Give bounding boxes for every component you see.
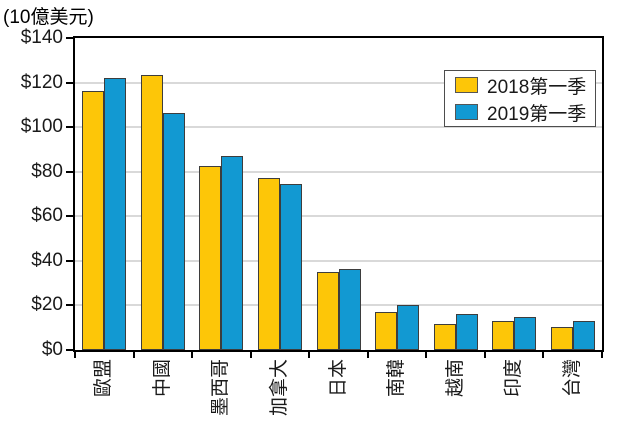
legend-item: 2018第一季 [455,73,595,98]
bar-2018第一季-台灣 [550,327,573,350]
y-axis-tick [66,37,73,39]
y-axis-tick [66,304,73,307]
legend-item: 2019第一季 [455,100,595,125]
x-axis-label: 墨西哥 [210,359,232,417]
unit-label: (10億美元) [3,7,94,28]
bar-2018第一季-印度 [492,321,515,350]
x-axis-label: 加拿大 [268,359,290,417]
legend-swatch [455,104,478,120]
legend-label: 2018第一季 [487,76,587,98]
bar-2018第一季-墨西哥 [199,166,222,350]
x-axis-tick [249,352,252,358]
x-axis-tick [425,352,428,358]
legend-label: 2019第一季 [487,103,587,125]
x-axis-tick [132,352,135,358]
x-axis-label: 印度 [503,359,525,398]
bar-2019第一季-日本 [338,269,361,350]
y-axis-label: $140 [20,27,63,48]
x-axis-tick [542,352,545,358]
y-axis-label: $100 [20,116,63,138]
x-axis-label: 歐盟 [93,359,115,398]
bar-2018第一季-日本 [316,272,339,350]
bar-2019第一季-南韓 [397,305,420,350]
bar-2019第一季-歐盟 [104,78,127,350]
x-axis-tick [483,352,486,358]
x-axis-tick [74,352,76,358]
bar-2018第一季-越南 [433,324,456,350]
gridline [75,259,602,262]
y-axis-tick [66,126,73,129]
y-axis-tick [66,170,73,173]
y-axis-tick [66,81,73,84]
bar-2019第一季-加拿大 [279,184,302,350]
bar-2019第一季-墨西哥 [221,156,244,350]
x-axis-label: 台灣 [561,359,583,398]
legend: 2018第一季 2019第一季 [444,70,596,127]
x-axis-tick [308,352,311,358]
bar-2018第一季-加拿大 [257,178,280,350]
x-axis-label: 日本 [327,359,349,398]
bar-2019第一季-中國 [162,113,185,350]
bar-2019第一季-台灣 [572,321,595,350]
y-axis-label: $0 [41,339,63,360]
x-axis-tick [601,352,603,358]
y-axis-label: $60 [31,205,63,227]
bar-2019第一季-越南 [455,314,478,350]
bar-2019第一季-印度 [514,317,537,350]
x-axis-label: 中國 [151,359,173,398]
bar-2018第一季-南韓 [375,312,398,350]
gridline [75,126,602,129]
x-axis-tick [191,352,194,358]
y-axis-label: $20 [31,294,63,316]
gridline [75,81,602,84]
bar-2018第一季-中國 [140,75,163,350]
y-axis-label: $80 [31,160,63,182]
x-axis-tick [366,352,369,358]
y-axis-label: $120 [20,71,63,93]
y-axis-tick [66,215,73,218]
gridline [75,170,602,173]
legend-swatch [455,77,478,93]
x-axis-label: 越南 [444,359,466,398]
y-axis-label: $40 [31,249,63,271]
bar-2018第一季-歐盟 [82,91,105,350]
x-axis-label: 南韓 [386,359,408,398]
y-axis-tick [66,349,73,351]
gridline [75,215,602,218]
y-axis-tick [66,259,73,262]
